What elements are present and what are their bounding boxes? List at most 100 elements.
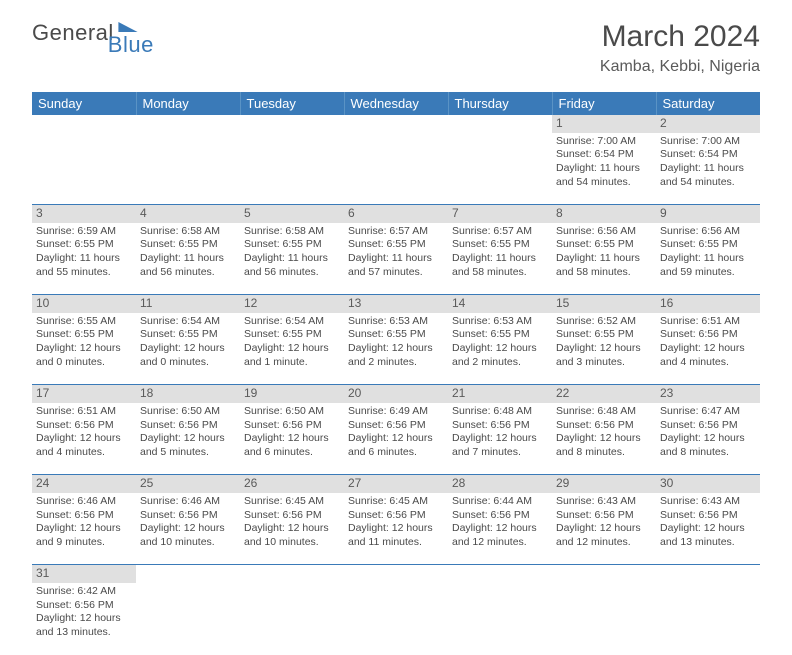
day-info-line: Daylight: 11 hours (556, 252, 652, 266)
day-number-cell: 26 (240, 475, 344, 493)
day-info-line: and 8 minutes. (556, 446, 652, 460)
day-info-line: Sunrise: 6:46 AM (36, 495, 132, 509)
day-info-line: Sunset: 6:55 PM (556, 328, 652, 342)
day-number-cell: 10 (32, 295, 136, 313)
day-info-line: Sunset: 6:56 PM (660, 419, 756, 433)
day-cell (448, 583, 552, 655)
day-info-line: Daylight: 12 hours (660, 342, 756, 356)
day-info-line: Sunset: 6:56 PM (244, 509, 340, 523)
day-cell: Sunrise: 7:00 AMSunset: 6:54 PMDaylight:… (552, 133, 656, 205)
day-cell: Sunrise: 6:54 AMSunset: 6:55 PMDaylight:… (240, 313, 344, 385)
day-info-line: Daylight: 12 hours (452, 342, 548, 356)
day-info-line: Sunset: 6:56 PM (660, 328, 756, 342)
day-info-line: Daylight: 12 hours (348, 432, 444, 446)
day-info-line: Daylight: 11 hours (348, 252, 444, 266)
day-info-line: and 6 minutes. (348, 446, 444, 460)
day-cell: Sunrise: 6:54 AMSunset: 6:55 PMDaylight:… (136, 313, 240, 385)
day-info-line: Daylight: 11 hours (556, 162, 652, 176)
day-cell: Sunrise: 6:45 AMSunset: 6:56 PMDaylight:… (240, 493, 344, 565)
day-info-line: Sunset: 6:56 PM (244, 419, 340, 433)
day-info-line: and 4 minutes. (36, 446, 132, 460)
day-cell (32, 133, 136, 205)
day-info-line: Daylight: 12 hours (556, 432, 652, 446)
week-row: Sunrise: 7:00 AMSunset: 6:54 PMDaylight:… (32, 133, 760, 205)
day-info-line: Sunrise: 6:48 AM (556, 405, 652, 419)
day-number-cell: 20 (344, 385, 448, 403)
week-row: Sunrise: 6:51 AMSunset: 6:56 PMDaylight:… (32, 403, 760, 475)
day-number-cell (32, 115, 136, 133)
weekday-header: Saturday (656, 92, 760, 115)
day-info-line: Sunset: 6:56 PM (36, 419, 132, 433)
day-number-cell: 9 (656, 205, 760, 223)
day-cell: Sunrise: 6:43 AMSunset: 6:56 PMDaylight:… (656, 493, 760, 565)
day-cell: Sunrise: 6:48 AMSunset: 6:56 PMDaylight:… (448, 403, 552, 475)
day-info-line: Daylight: 12 hours (556, 522, 652, 536)
day-info-line: Sunrise: 6:53 AM (348, 315, 444, 329)
day-info-line: Daylight: 11 hours (660, 162, 756, 176)
day-info-line: Daylight: 12 hours (244, 342, 340, 356)
day-cell (240, 583, 344, 655)
day-cell: Sunrise: 6:57 AMSunset: 6:55 PMDaylight:… (344, 223, 448, 295)
day-cell (448, 133, 552, 205)
day-cell (344, 583, 448, 655)
day-cell (344, 133, 448, 205)
day-info-line: and 12 minutes. (452, 536, 548, 550)
day-number-cell: 4 (136, 205, 240, 223)
day-number-cell: 27 (344, 475, 448, 493)
day-info-line: Sunrise: 6:51 AM (660, 315, 756, 329)
logo: General Blue (32, 20, 182, 46)
day-info-line: Sunrise: 6:46 AM (140, 495, 236, 509)
day-cell: Sunrise: 6:56 AMSunset: 6:55 PMDaylight:… (656, 223, 760, 295)
day-cell: Sunrise: 6:49 AMSunset: 6:56 PMDaylight:… (344, 403, 448, 475)
day-info-line: Sunrise: 6:51 AM (36, 405, 132, 419)
flag-icon (118, 22, 137, 32)
day-info-line: Sunset: 6:56 PM (348, 509, 444, 523)
day-info-line: Sunset: 6:55 PM (660, 238, 756, 252)
day-number-cell (344, 565, 448, 583)
day-info-line: and 9 minutes. (36, 536, 132, 550)
day-info-line: Daylight: 12 hours (556, 342, 652, 356)
day-info-line: Sunrise: 6:54 AM (140, 315, 236, 329)
day-info-line: Sunset: 6:56 PM (348, 419, 444, 433)
day-info-line: Sunrise: 6:42 AM (36, 585, 132, 599)
day-info-line: Sunset: 6:55 PM (36, 238, 132, 252)
day-number-cell: 28 (448, 475, 552, 493)
day-info-line: Daylight: 12 hours (36, 432, 132, 446)
day-info-line: Daylight: 12 hours (452, 522, 548, 536)
day-info-line: Sunrise: 6:54 AM (244, 315, 340, 329)
day-info-line: and 58 minutes. (556, 266, 652, 280)
day-cell (136, 133, 240, 205)
day-cell: Sunrise: 6:53 AMSunset: 6:55 PMDaylight:… (344, 313, 448, 385)
day-number-cell: 11 (136, 295, 240, 313)
day-cell: Sunrise: 6:58 AMSunset: 6:55 PMDaylight:… (136, 223, 240, 295)
day-number-row: 24252627282930 (32, 475, 760, 493)
day-info-line: Daylight: 12 hours (452, 432, 548, 446)
day-cell: Sunrise: 6:46 AMSunset: 6:56 PMDaylight:… (136, 493, 240, 565)
day-number-cell: 24 (32, 475, 136, 493)
day-cell: Sunrise: 6:48 AMSunset: 6:56 PMDaylight:… (552, 403, 656, 475)
day-info-line: and 0 minutes. (140, 356, 236, 370)
day-number-cell: 8 (552, 205, 656, 223)
day-info-line: Daylight: 12 hours (348, 342, 444, 356)
day-info-line: and 2 minutes. (348, 356, 444, 370)
day-info-line: Sunrise: 7:00 AM (556, 135, 652, 149)
day-info-line: Daylight: 12 hours (348, 522, 444, 536)
day-info-line: and 12 minutes. (556, 536, 652, 550)
day-number-cell: 22 (552, 385, 656, 403)
day-cell: Sunrise: 6:47 AMSunset: 6:56 PMDaylight:… (656, 403, 760, 475)
day-cell: Sunrise: 6:52 AMSunset: 6:55 PMDaylight:… (552, 313, 656, 385)
day-info-line: Daylight: 11 hours (140, 252, 236, 266)
day-info-line: and 56 minutes. (140, 266, 236, 280)
day-number-row: 10111213141516 (32, 295, 760, 313)
day-number-cell (448, 565, 552, 583)
day-info-line: Daylight: 12 hours (140, 432, 236, 446)
day-number-cell: 13 (344, 295, 448, 313)
day-info-line: Sunset: 6:56 PM (36, 599, 132, 613)
day-info-line: and 54 minutes. (556, 176, 652, 190)
day-info-line: Daylight: 11 hours (452, 252, 548, 266)
day-info-line: Sunrise: 6:53 AM (452, 315, 548, 329)
day-info-line: Sunrise: 6:55 AM (36, 315, 132, 329)
weekday-header: Sunday (32, 92, 136, 115)
day-info-line: Sunset: 6:55 PM (244, 328, 340, 342)
day-number-cell: 6 (344, 205, 448, 223)
